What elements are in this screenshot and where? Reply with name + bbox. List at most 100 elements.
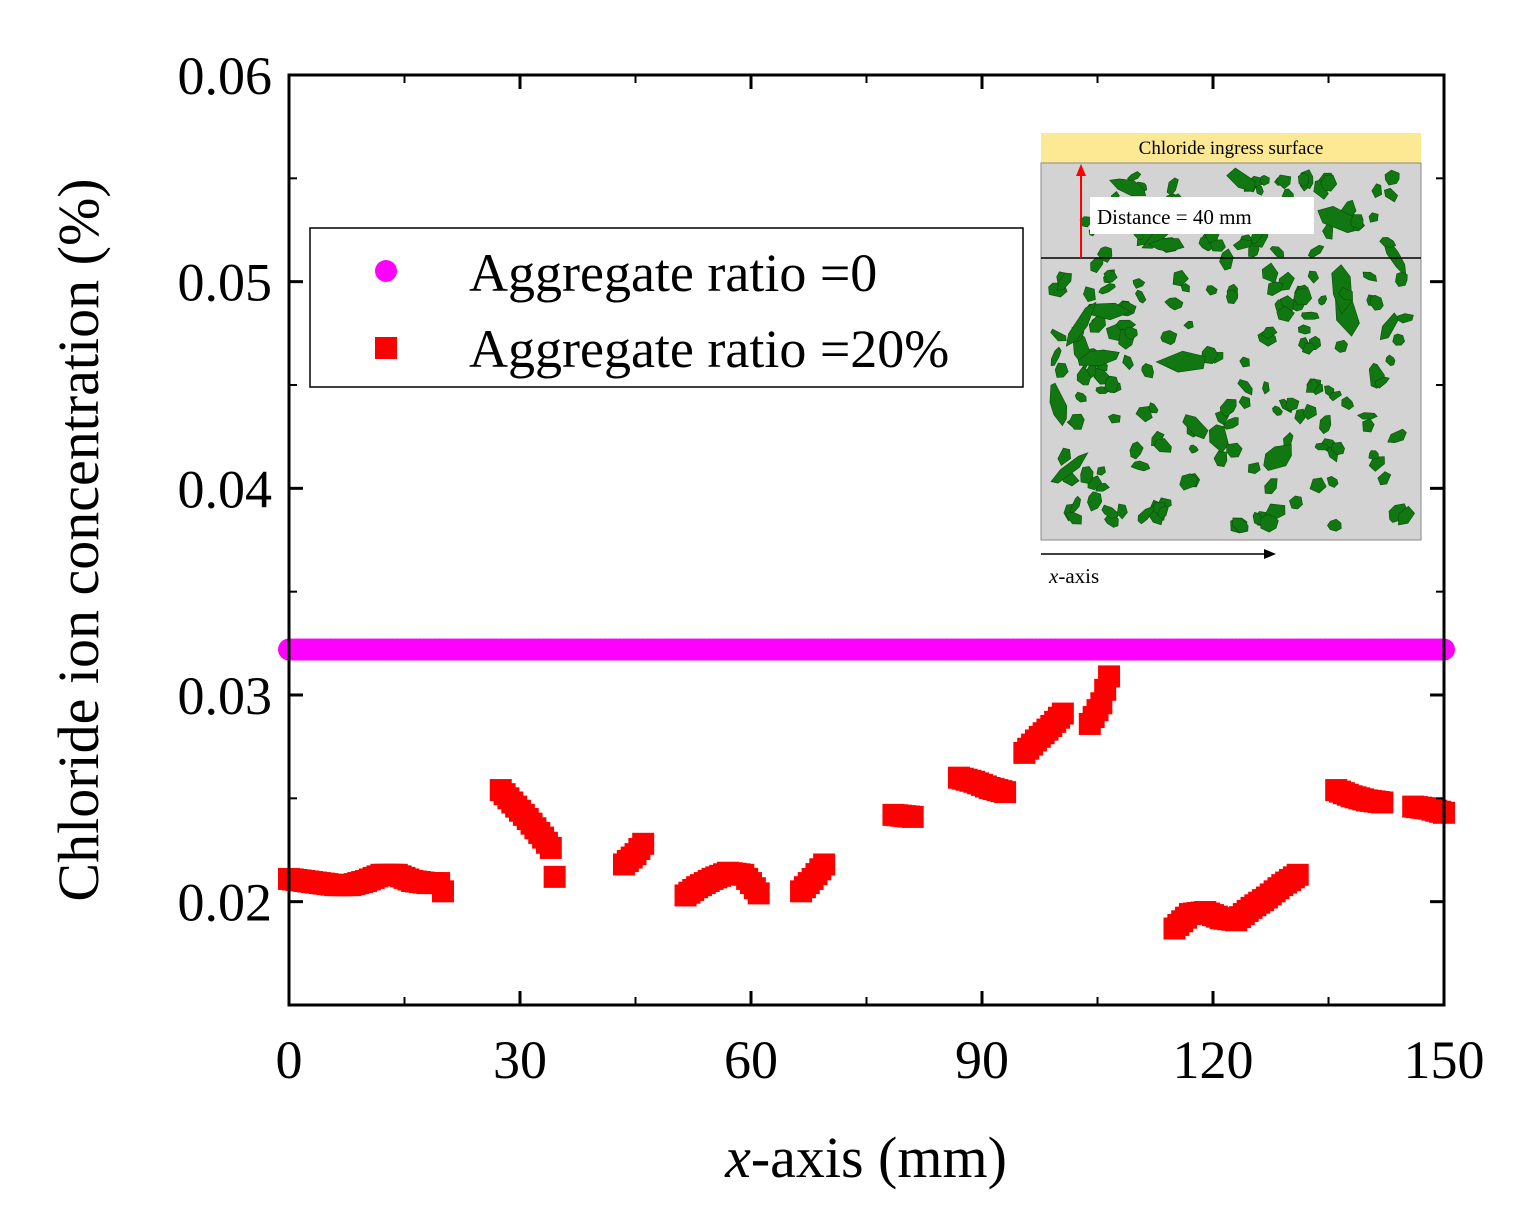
axis-ticks — [287, 73, 1446, 1005]
aggregate-particle — [1371, 183, 1383, 199]
inset-x-axis-label-rest: -axis — [1058, 564, 1099, 588]
data-point-red — [539, 836, 562, 859]
x-axis-title: x-axis (mm) — [724, 1125, 1007, 1190]
aggregate-particle — [1398, 505, 1415, 526]
aggregate-particle — [1259, 513, 1279, 533]
aggregate-particle — [1155, 350, 1206, 373]
aggregate-particle — [1302, 403, 1317, 420]
aggregate-particle — [1307, 270, 1319, 284]
aggregate-particle — [1314, 442, 1331, 451]
aggregate-particle — [1362, 418, 1375, 433]
inset-schematic: Chloride ingress surface Distance = 40 m… — [1040, 133, 1422, 588]
aggregate-particle — [1087, 491, 1103, 512]
aggregate-particle — [1374, 376, 1390, 389]
aggregate-particle — [1379, 312, 1400, 341]
inset-distance-label: Distance = 40 mm — [1097, 205, 1252, 229]
data-point-red — [1098, 665, 1121, 688]
aggregate-particle — [1172, 270, 1189, 287]
aggregate-particle — [1182, 414, 1209, 440]
aggregate-particle — [1065, 301, 1097, 347]
aggregate-particle — [1272, 405, 1283, 416]
inset-x-axis-label: x-axis — [1048, 564, 1099, 588]
data-point-red — [747, 882, 770, 905]
aggregate-particle — [1129, 441, 1144, 460]
aggregate-particle — [1334, 339, 1348, 353]
aggregate-particle — [1301, 342, 1316, 355]
aggregate-particle — [1261, 262, 1279, 284]
x-tick-label: 90 — [955, 1030, 1009, 1090]
aggregate-particle — [1269, 246, 1285, 259]
aggregate-particle — [1289, 495, 1303, 510]
aggregate-particle — [1054, 362, 1069, 378]
inset-surface-label: Chloride ingress surface — [1139, 138, 1324, 159]
aggregate-particle — [1137, 505, 1155, 525]
aggregate-particle — [1226, 442, 1243, 458]
aggregate-particle — [1368, 450, 1379, 460]
aggregate-particle — [1369, 294, 1384, 311]
aggregate-particle — [1164, 297, 1184, 311]
aggregate-particle — [1297, 324, 1311, 335]
inset-distance-label-bg — [1090, 197, 1314, 234]
aggregate-particle — [1049, 382, 1068, 427]
aggregate-particle — [1397, 313, 1414, 324]
aggregate-particle — [1201, 345, 1219, 365]
aggregate-particle — [1147, 238, 1185, 252]
aggregate-particle — [1275, 174, 1292, 190]
aggregate-particle — [1080, 466, 1094, 485]
legend-marker-square — [375, 337, 397, 359]
aggregate-particle — [1179, 473, 1198, 491]
data-point-red — [1051, 702, 1074, 725]
aggregate-particle — [1313, 179, 1329, 200]
aggregate-particle — [1301, 311, 1320, 320]
y-tick-label: 0.05 — [178, 253, 273, 313]
x-tick-label: 120 — [1173, 1030, 1254, 1090]
aggregate-particle — [1293, 287, 1313, 306]
data-point-red — [994, 781, 1017, 804]
aggregate-particle — [1050, 452, 1089, 484]
y-tick-label: 0.02 — [178, 873, 273, 933]
aggregate-particle — [1219, 398, 1237, 418]
aggregate-particle — [1180, 283, 1190, 293]
aggregate-particle — [1057, 447, 1072, 466]
aggregate-particle — [1135, 406, 1153, 423]
aggregate-particle — [1098, 283, 1116, 295]
aggregate-particle — [1368, 212, 1379, 223]
aggregate-particle — [1205, 285, 1218, 296]
aggregate-particle — [1070, 495, 1082, 514]
legend: Aggregate ratio =0 Aggregate ratio =20% — [309, 227, 1024, 388]
aggregate-particle — [1276, 305, 1295, 322]
aggregate-particle — [1328, 390, 1342, 402]
aggregate-particle — [1239, 356, 1250, 368]
legend-marker-circle — [375, 260, 397, 282]
aggregate-particle — [1294, 408, 1306, 425]
legend-label-aggregate-ratio-0: Aggregate ratio =0 — [469, 243, 877, 303]
aggregate-particle — [1238, 395, 1251, 410]
aggregate-particle — [1226, 167, 1256, 193]
aggregate-particle — [1306, 378, 1320, 393]
aggregate-particle — [1135, 289, 1147, 304]
aggregate-particle — [1237, 379, 1253, 396]
aggregate-particle — [1157, 505, 1169, 519]
aggregate-particle — [1317, 295, 1328, 306]
aggregate-particle — [1259, 174, 1270, 186]
legend-label-aggregate-ratio-20: Aggregate ratio =20% — [469, 319, 949, 379]
y-tick-label: 0.03 — [178, 666, 273, 726]
aggregate-particle — [1225, 289, 1239, 305]
aggregate-particle — [1387, 428, 1407, 444]
aggregate-particle — [1154, 438, 1172, 453]
aggregate-particle — [1330, 441, 1345, 456]
aggregate-particle — [1395, 271, 1408, 287]
series-aggregate-ratio-0 — [278, 638, 1455, 661]
aggregate-particle — [1260, 326, 1278, 340]
x-tick-label: 150 — [1404, 1030, 1485, 1090]
aggregate-particle — [1341, 396, 1355, 411]
aggregate-particle — [1264, 478, 1278, 495]
aggregate-particle — [1338, 287, 1353, 301]
aggregate-particle — [1379, 237, 1397, 248]
x-tick-label: 60 — [724, 1030, 778, 1090]
aggregate-particle — [1096, 466, 1106, 476]
aggregate-particle — [1141, 363, 1154, 379]
data-point-red — [543, 865, 566, 888]
aggregate-particle — [1122, 354, 1134, 371]
legend-box — [309, 227, 1024, 388]
